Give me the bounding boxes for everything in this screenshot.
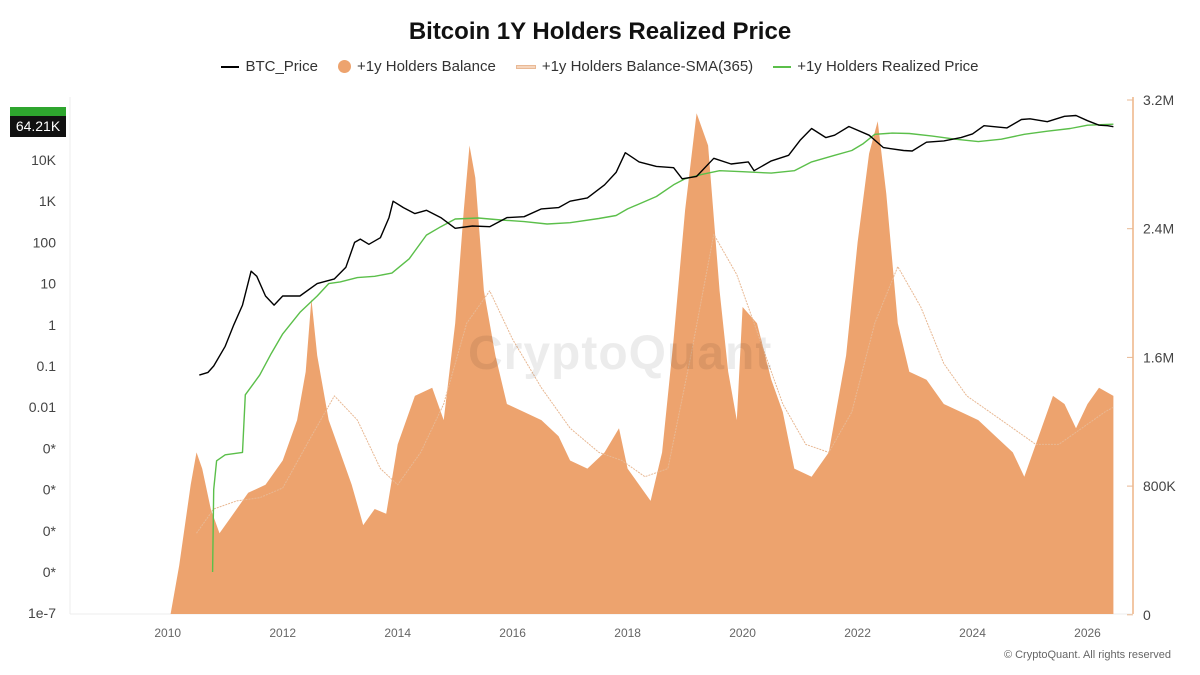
- y-right-tick-label: 2.4M: [1143, 221, 1174, 237]
- x-tick-label: 2010: [154, 626, 181, 640]
- realized-price-line: [211, 123, 1114, 573]
- y-left-tick-label: 0.01: [29, 399, 56, 415]
- legend-item-realized-price[interactable]: +1y Holders Realized Price: [773, 58, 979, 75]
- legend-label-balance-sma: +1y Holders Balance-SMA(365): [541, 58, 754, 75]
- balance-area: [170, 113, 1114, 614]
- y-right-tick-label: 3.2M: [1143, 92, 1174, 108]
- y-left-tick-label: 100: [33, 234, 57, 250]
- legend-label-realized-price: +1y Holders Realized Price: [797, 58, 979, 75]
- x-tick-label: 2014: [384, 626, 411, 640]
- x-tick-label: 2016: [499, 626, 526, 640]
- legend-item-balance-sma[interactable]: +1y Holders Balance-SMA(365): [515, 58, 754, 75]
- x-tick-label: 2026: [1074, 626, 1101, 640]
- copyright-notice: © CryptoQuant. All rights reserved: [1003, 649, 1171, 661]
- current-price-value: 64.21K: [15, 118, 61, 134]
- x-tick-label: 2024: [959, 626, 986, 640]
- legend-swatch-realized-price: [773, 65, 792, 68]
- y-left-tick-label: 0*: [43, 564, 57, 580]
- y-left-tick-label: 1K: [39, 193, 57, 209]
- legend-label-btc-price: BTC_Price: [245, 58, 318, 75]
- legend-item-holders-balance[interactable]: +1y Holders Balance: [337, 58, 496, 75]
- x-tick-label: 2012: [269, 626, 296, 640]
- current-price-badge: 64.21K: [10, 107, 66, 137]
- y-right-tick-label: 0: [1143, 607, 1151, 623]
- y-left-tick-label: 0*: [43, 482, 57, 498]
- watermark: CryptoQuant: [468, 327, 773, 380]
- legend-label-holders-balance: +1y Holders Balance: [356, 58, 496, 75]
- chart-title: Bitcoin 1Y Holders Realized Price: [408, 18, 792, 45]
- y-left-tick-label: 0*: [43, 440, 57, 456]
- legend-item-btc-price[interactable]: BTC_Price: [221, 58, 318, 75]
- legend: BTC_Price +1y Holders Balance +1y Holder…: [0, 58, 1200, 75]
- btc-price-line: [199, 114, 1114, 376]
- x-tick-label: 2022: [844, 626, 871, 640]
- y-left-tick-label: 1e-7: [28, 605, 56, 621]
- y-left-tick-label: 10K: [31, 152, 57, 168]
- y-left-tick-label: 10: [40, 276, 56, 292]
- y-right-tick-label: 800K: [1143, 478, 1176, 494]
- y-left-tick-label: 0.1: [37, 358, 57, 374]
- x-tick-label: 2018: [614, 626, 641, 640]
- y-left-tick-label: 1: [48, 317, 56, 333]
- current-price-badge-bar: [10, 107, 66, 116]
- x-tick-label: 2020: [729, 626, 756, 640]
- y-left-tick-label: 0*: [43, 523, 57, 539]
- legend-swatch-btc-price: [221, 65, 240, 68]
- y-right-tick-label: 1.6M: [1143, 349, 1174, 365]
- legend-swatch-balance-sma: [515, 64, 536, 69]
- legend-swatch-holders-balance: [337, 60, 351, 73]
